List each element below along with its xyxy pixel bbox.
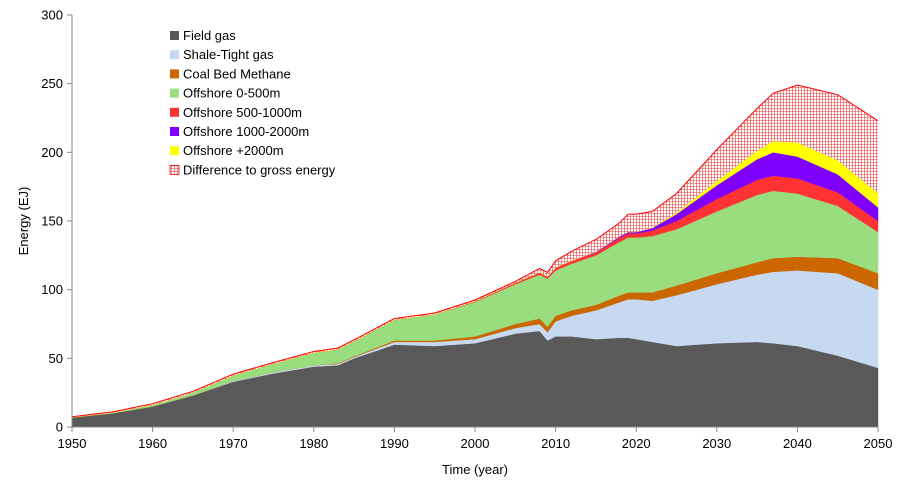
legend: Field gas Shale-Tight gas Coal Bed Methane… <box>169 28 336 177</box>
y-tick-label: 150 <box>41 214 63 229</box>
axes: 1950 1960 1970 1980 1990 2000 2010 2020 2030 2040… <box>41 8 892 452</box>
x-axis-title: Time (year) <box>442 462 508 477</box>
legend-swatch-field-gas <box>170 31 179 40</box>
legend-swatch-shale-tight-gas <box>170 50 179 60</box>
y-tick-label: 100 <box>41 282 63 297</box>
x-tick-label: 2030 <box>702 436 731 451</box>
legend-label-field-gas: Field gas <box>183 28 236 43</box>
area-field-gas <box>71 330 879 428</box>
legend-label-offshore-500-1000m: Offshore 500-1000m <box>183 105 302 120</box>
plot-area <box>71 84 879 428</box>
y-axis-title: Energy (EJ) <box>16 187 31 256</box>
x-tick-label: 1950 <box>58 436 87 451</box>
x-tick-label: 2050 <box>864 436 893 451</box>
x-tick-label: 2000 <box>461 436 490 451</box>
x-tick-label: 1960 <box>138 436 167 451</box>
legend-swatch-difference-to-gross-energy <box>169 164 180 175</box>
y-tick-label: 0 <box>56 420 63 435</box>
x-tick-label: 2040 <box>783 436 812 451</box>
legend-label-offshore-1000-2000m: Offshore 1000-2000m <box>183 124 309 139</box>
outline-difference-to-gross-energy <box>71 84 879 418</box>
legend-label-coal-bed-methane: Coal Bed Methane <box>183 66 291 81</box>
legend-swatch-offshore-500-1000m <box>170 107 179 117</box>
legend-swatch-offshore-1000-2000m <box>170 127 179 136</box>
y-tick-label: 250 <box>41 76 63 91</box>
legend-swatch-offshore-2000m <box>170 146 179 156</box>
area-offshore-2000m <box>71 141 879 418</box>
x-tick-label: 1970 <box>219 436 248 451</box>
x-tick-label: 1980 <box>299 436 328 451</box>
legend-label-difference-to-gross-energy: Difference to gross energy <box>183 162 336 177</box>
y-tick-label: 50 <box>49 351 63 366</box>
x-tick-label: 2010 <box>541 436 570 451</box>
x-tick-label: 1990 <box>380 436 409 451</box>
legend-swatch-coal-bed-methane <box>170 69 179 79</box>
x-tick-label: 2020 <box>622 436 651 451</box>
legend-label-offshore-2000m: Offshore +2000m <box>183 143 284 158</box>
y-tick-label: 300 <box>41 8 63 23</box>
area-difference-to-gross-energy <box>72 85 878 418</box>
legend-swatch-offshore-0-500m <box>170 88 179 98</box>
legend-label-shale-tight-gas: Shale-Tight gas <box>183 47 274 62</box>
y-tick-label: 200 <box>41 145 63 160</box>
legend-label-offshore-0-500m: Offshore 0-500m <box>183 86 280 101</box>
